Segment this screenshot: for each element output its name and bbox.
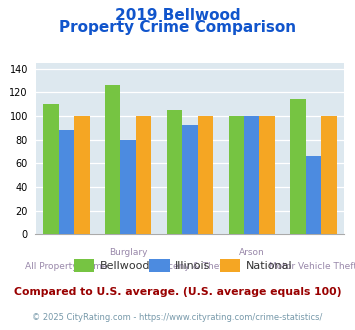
Bar [244, 116, 260, 234]
Bar [260, 116, 275, 234]
Bar [167, 110, 182, 234]
Bar [182, 125, 198, 234]
Bar [136, 116, 151, 234]
Text: Illinois: Illinois [175, 261, 211, 271]
Text: Arson: Arson [239, 248, 264, 257]
Text: 2019 Bellwood: 2019 Bellwood [115, 8, 240, 23]
Bar [43, 104, 59, 234]
Bar [290, 99, 306, 234]
Text: Bellwood: Bellwood [100, 261, 150, 271]
Text: Property Crime Comparison: Property Crime Comparison [59, 20, 296, 35]
Text: Larceny & Theft: Larceny & Theft [154, 262, 226, 271]
Text: Motor Vehicle Theft: Motor Vehicle Theft [269, 262, 355, 271]
Text: National: National [246, 261, 292, 271]
Text: © 2025 CityRating.com - https://www.cityrating.com/crime-statistics/: © 2025 CityRating.com - https://www.city… [32, 313, 323, 322]
Bar [306, 156, 321, 234]
Bar [59, 130, 74, 234]
Text: Compared to U.S. average. (U.S. average equals 100): Compared to U.S. average. (U.S. average … [14, 287, 341, 297]
Bar [321, 116, 337, 234]
Bar [229, 116, 244, 234]
Bar [105, 85, 120, 234]
Bar [74, 116, 89, 234]
Text: All Property Crime: All Property Crime [25, 262, 108, 271]
Bar [198, 116, 213, 234]
Bar [120, 140, 136, 234]
Text: Burglary: Burglary [109, 248, 147, 257]
